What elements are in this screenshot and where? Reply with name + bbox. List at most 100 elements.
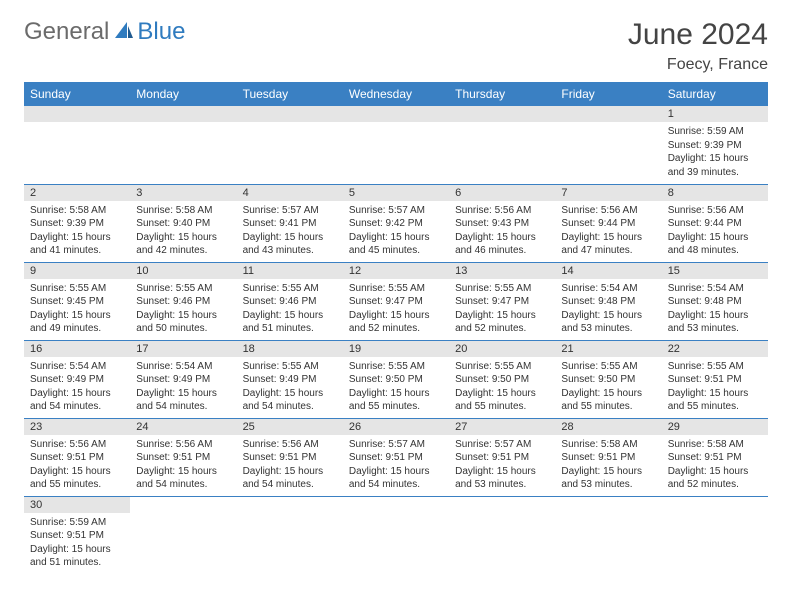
brand-logo: General Blue	[24, 18, 185, 46]
day-details: Sunrise: 5:56 AMSunset: 9:51 PMDaylight:…	[24, 435, 130, 496]
day-number: 27	[449, 419, 555, 435]
calendar-cell: 25Sunrise: 5:56 AMSunset: 9:51 PMDayligh…	[237, 418, 343, 496]
sunrise-text: Sunrise: 5:55 AM	[30, 282, 124, 296]
calendar-cell: 23Sunrise: 5:56 AMSunset: 9:51 PMDayligh…	[24, 418, 130, 496]
sunset-text: Sunset: 9:51 PM	[349, 451, 443, 465]
calendar-cell	[449, 496, 555, 574]
day-details: Sunrise: 5:55 AMSunset: 9:47 PMDaylight:…	[343, 279, 449, 340]
calendar-cell: 10Sunrise: 5:55 AMSunset: 9:46 PMDayligh…	[130, 262, 236, 340]
calendar-cell: 11Sunrise: 5:55 AMSunset: 9:46 PMDayligh…	[237, 262, 343, 340]
sunset-text: Sunset: 9:47 PM	[349, 295, 443, 309]
sunset-text: Sunset: 9:51 PM	[30, 451, 124, 465]
title-block: June 2024 Foecy, France	[628, 18, 768, 74]
day-number	[24, 106, 130, 122]
daylight-text: Daylight: 15 hours and 55 minutes.	[668, 387, 762, 414]
day-details: Sunrise: 5:55 AMSunset: 9:45 PMDaylight:…	[24, 279, 130, 340]
calendar-cell: 6Sunrise: 5:56 AMSunset: 9:43 PMDaylight…	[449, 184, 555, 262]
sunset-text: Sunset: 9:49 PM	[136, 373, 230, 387]
daylight-text: Daylight: 15 hours and 52 minutes.	[349, 309, 443, 336]
daylight-text: Daylight: 15 hours and 52 minutes.	[455, 309, 549, 336]
sunset-text: Sunset: 9:40 PM	[136, 217, 230, 231]
daylight-text: Daylight: 15 hours and 54 minutes.	[136, 465, 230, 492]
sunset-text: Sunset: 9:44 PM	[561, 217, 655, 231]
day-details: Sunrise: 5:58 AMSunset: 9:51 PMDaylight:…	[662, 435, 768, 496]
day-number: 17	[130, 341, 236, 357]
daylight-text: Daylight: 15 hours and 43 minutes.	[243, 231, 337, 258]
day-number	[343, 106, 449, 122]
calendar-cell: 22Sunrise: 5:55 AMSunset: 9:51 PMDayligh…	[662, 340, 768, 418]
calendar-cell: 20Sunrise: 5:55 AMSunset: 9:50 PMDayligh…	[449, 340, 555, 418]
day-details: Sunrise: 5:54 AMSunset: 9:49 PMDaylight:…	[130, 357, 236, 418]
calendar-cell: 17Sunrise: 5:54 AMSunset: 9:49 PMDayligh…	[130, 340, 236, 418]
calendar-cell: 12Sunrise: 5:55 AMSunset: 9:47 PMDayligh…	[343, 262, 449, 340]
day-details: Sunrise: 5:55 AMSunset: 9:46 PMDaylight:…	[237, 279, 343, 340]
day-details: Sunrise: 5:58 AMSunset: 9:40 PMDaylight:…	[130, 201, 236, 262]
weekday-header: Monday	[130, 82, 236, 106]
day-details: Sunrise: 5:58 AMSunset: 9:39 PMDaylight:…	[24, 201, 130, 262]
sunset-text: Sunset: 9:49 PM	[30, 373, 124, 387]
location: Foecy, France	[628, 56, 768, 74]
sunrise-text: Sunrise: 5:56 AM	[136, 438, 230, 452]
calendar-week-row: 1Sunrise: 5:59 AMSunset: 9:39 PMDaylight…	[24, 106, 768, 184]
calendar-cell	[24, 106, 130, 184]
sunrise-text: Sunrise: 5:55 AM	[561, 360, 655, 374]
calendar-cell	[555, 106, 661, 184]
day-number	[237, 106, 343, 122]
sunrise-text: Sunrise: 5:56 AM	[668, 204, 762, 218]
day-details: Sunrise: 5:57 AMSunset: 9:41 PMDaylight:…	[237, 201, 343, 262]
sunrise-text: Sunrise: 5:55 AM	[136, 282, 230, 296]
day-details: Sunrise: 5:55 AMSunset: 9:49 PMDaylight:…	[237, 357, 343, 418]
calendar-cell: 4Sunrise: 5:57 AMSunset: 9:41 PMDaylight…	[237, 184, 343, 262]
day-details: Sunrise: 5:55 AMSunset: 9:50 PMDaylight:…	[343, 357, 449, 418]
sunrise-text: Sunrise: 5:57 AM	[455, 438, 549, 452]
day-details: Sunrise: 5:56 AMSunset: 9:43 PMDaylight:…	[449, 201, 555, 262]
day-details: Sunrise: 5:56 AMSunset: 9:44 PMDaylight:…	[555, 201, 661, 262]
day-number: 28	[555, 419, 661, 435]
calendar-cell: 19Sunrise: 5:55 AMSunset: 9:50 PMDayligh…	[343, 340, 449, 418]
calendar-cell	[662, 496, 768, 574]
daylight-text: Daylight: 15 hours and 51 minutes.	[243, 309, 337, 336]
sunrise-text: Sunrise: 5:55 AM	[243, 282, 337, 296]
daylight-text: Daylight: 15 hours and 55 minutes.	[349, 387, 443, 414]
day-number: 9	[24, 263, 130, 279]
sunset-text: Sunset: 9:39 PM	[30, 217, 124, 231]
weekday-header: Sunday	[24, 82, 130, 106]
calendar-cell	[237, 106, 343, 184]
daylight-text: Daylight: 15 hours and 45 minutes.	[349, 231, 443, 258]
daylight-text: Daylight: 15 hours and 46 minutes.	[455, 231, 549, 258]
sunset-text: Sunset: 9:46 PM	[243, 295, 337, 309]
day-details: Sunrise: 5:56 AMSunset: 9:51 PMDaylight:…	[130, 435, 236, 496]
day-details: Sunrise: 5:54 AMSunset: 9:49 PMDaylight:…	[24, 357, 130, 418]
day-number	[449, 106, 555, 122]
day-number: 2	[24, 185, 130, 201]
sunrise-text: Sunrise: 5:57 AM	[349, 204, 443, 218]
calendar-week-row: 16Sunrise: 5:54 AMSunset: 9:49 PMDayligh…	[24, 340, 768, 418]
calendar-cell: 14Sunrise: 5:54 AMSunset: 9:48 PMDayligh…	[555, 262, 661, 340]
calendar-cell: 5Sunrise: 5:57 AMSunset: 9:42 PMDaylight…	[343, 184, 449, 262]
calendar-week-row: 30Sunrise: 5:59 AMSunset: 9:51 PMDayligh…	[24, 496, 768, 574]
day-number: 25	[237, 419, 343, 435]
sunrise-text: Sunrise: 5:55 AM	[349, 360, 443, 374]
sunrise-text: Sunrise: 5:54 AM	[30, 360, 124, 374]
sunrise-text: Sunrise: 5:54 AM	[136, 360, 230, 374]
sunrise-text: Sunrise: 5:56 AM	[455, 204, 549, 218]
weekday-header: Saturday	[662, 82, 768, 106]
sunset-text: Sunset: 9:42 PM	[349, 217, 443, 231]
day-details: Sunrise: 5:57 AMSunset: 9:51 PMDaylight:…	[449, 435, 555, 496]
sunrise-text: Sunrise: 5:59 AM	[668, 125, 762, 139]
weekday-header-row: SundayMondayTuesdayWednesdayThursdayFrid…	[24, 82, 768, 106]
day-number: 15	[662, 263, 768, 279]
day-details: Sunrise: 5:55 AMSunset: 9:51 PMDaylight:…	[662, 357, 768, 418]
day-details: Sunrise: 5:54 AMSunset: 9:48 PMDaylight:…	[555, 279, 661, 340]
daylight-text: Daylight: 15 hours and 54 minutes.	[243, 387, 337, 414]
calendar-cell	[343, 496, 449, 574]
sunset-text: Sunset: 9:47 PM	[455, 295, 549, 309]
day-number: 12	[343, 263, 449, 279]
daylight-text: Daylight: 15 hours and 53 minutes.	[561, 309, 655, 336]
day-details: Sunrise: 5:55 AMSunset: 9:50 PMDaylight:…	[555, 357, 661, 418]
sunrise-text: Sunrise: 5:55 AM	[455, 360, 549, 374]
day-number: 26	[343, 419, 449, 435]
calendar-cell: 29Sunrise: 5:58 AMSunset: 9:51 PMDayligh…	[662, 418, 768, 496]
daylight-text: Daylight: 15 hours and 54 minutes.	[30, 387, 124, 414]
day-number: 16	[24, 341, 130, 357]
